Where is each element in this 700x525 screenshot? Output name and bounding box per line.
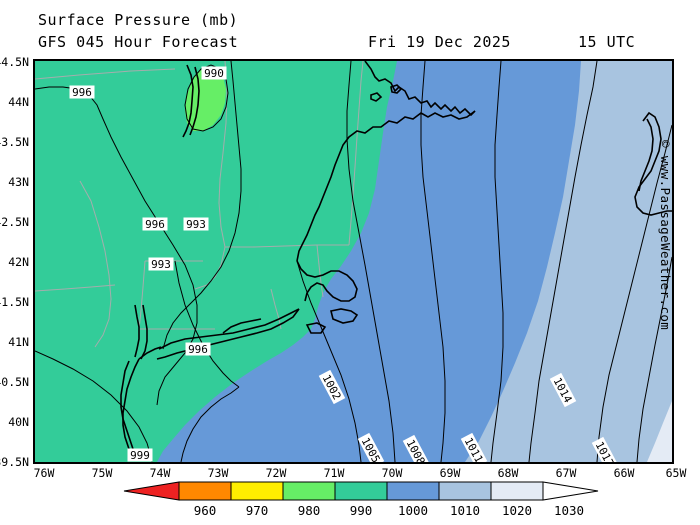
contour-label: 996 [69,85,95,99]
x-tick-label: 76W [33,466,55,480]
band-995-1000 [35,61,397,462]
colorbar-tick: 980 [297,503,321,518]
svg-text:993: 993 [186,218,206,231]
x-tick-label: 69W [439,466,461,480]
y-tick-label: 43.5N [0,135,29,149]
page-title: Surface Pressure (mb) [38,11,239,29]
isobars [35,61,672,462]
contour-label: 990 [201,66,227,80]
x-tick-label: 73W [207,466,229,480]
colorbar-legend[interactable]: 960 970 980 990 1000 1010 1020 1030 [0,478,700,525]
y-tick-label: 44.5N [0,55,29,69]
contour-label: 993 [183,217,209,231]
contour-label: 996 [142,217,168,231]
y-axis: 44.5N 44N 43.5N 43N 42.5N 42N 41.5N 41N … [0,0,33,525]
x-tick-label: 70W [381,466,403,480]
y-tick-label: 41N [8,335,29,349]
colorbar-tick: 970 [245,503,269,518]
y-tick-label: 41.5N [0,295,29,309]
chart-header: Surface Pressure (mb) GFS 045 Hour Forec… [0,0,700,58]
svg-text:996: 996 [188,343,208,356]
forecast-date: Fri 19 Dec 2025 [368,33,511,51]
colorbar-tick: 1010 [449,503,481,518]
x-tick-label: 71W [323,466,345,480]
colorbar-tick-labels: 960 970 980 990 1000 1010 1020 1030 [0,478,700,525]
x-tick-label: 74W [149,466,171,480]
x-tick-label: 72W [265,466,287,480]
state-borders [35,61,364,348]
colorbar-tick: 1000 [397,503,429,518]
colorbar-tick: 990 [349,503,373,518]
band-990-995 [185,67,226,131]
forecast-subtitle: GFS 045 Hour Forecast [38,33,239,51]
y-tick-label: 42N [8,255,29,269]
coastline [120,61,672,460]
x-tick-label: 68W [497,466,519,480]
x-tick-label: 65W [665,466,687,480]
x-tick-label: 67W [555,466,577,480]
svg-text:996: 996 [145,218,165,231]
y-tick-label: 44N [8,95,29,109]
svg-text:996: 996 [72,86,92,99]
y-tick-label: 42.5N [0,215,29,229]
y-tick-label: 43N [8,175,29,189]
watermark: © www.PassageWeather.com [658,140,673,331]
svg-text:999: 999 [130,449,150,462]
y-tick-label: 40.5N [0,375,29,389]
forecast-time: 15 UTC [578,33,636,51]
contour-label: 996 [185,342,211,356]
svg-text:990: 990 [204,67,224,80]
svg-text:993: 993 [151,258,171,271]
y-tick-label: 40N [8,415,29,429]
contour-label: 993 [148,257,174,271]
pressure-map[interactable]: 990 996 996 993 993 996 999 1002 1005 1008 1011 101… [33,59,674,464]
y-tick-label: 39.5N [0,455,29,469]
colorbar-tick: 1020 [501,503,533,518]
contour-label: 999 [127,448,153,462]
colorbar-swatches [123,481,599,501]
band-1010-1020 [465,61,672,462]
band-1020-1030 [647,401,672,462]
x-tick-label: 66W [613,466,635,480]
colorbar-tick: 960 [193,503,217,518]
x-tick-label: 75W [91,466,113,480]
colorbar-tick: 1030 [553,503,585,518]
colorbar-over-arrow [542,481,599,501]
